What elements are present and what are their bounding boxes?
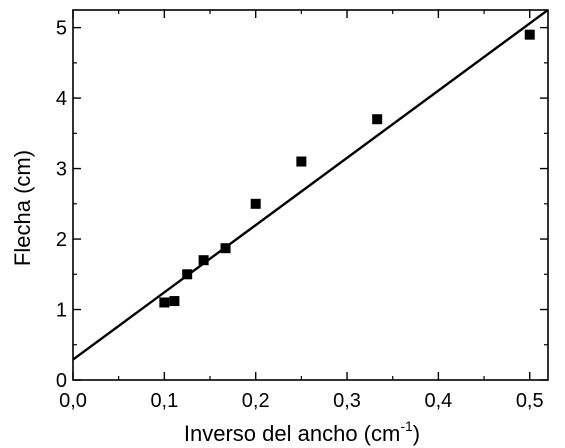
x-axis-title-main: Inverso del ancho (cm (184, 421, 400, 446)
x-axis-title: Inverso del ancho (cm-1) (184, 418, 420, 446)
fit-line (73, 10, 548, 361)
x-tick-label-0: 0,0 (59, 390, 87, 412)
data-point-2 (169, 296, 180, 307)
y-tick-label-0: 0 (56, 370, 67, 392)
data-point-7 (296, 156, 307, 167)
x-axis-title-suffix: ) (413, 421, 420, 446)
data-point-8 (372, 114, 383, 125)
y-tick-label-3: 3 (56, 159, 67, 181)
plot-area: 0,0 0,1 0,2 0,3 0,4 0,5 0 1 2 3 4 5 (56, 9, 549, 412)
data-point-1 (159, 297, 170, 308)
x-tick-label-1: 0,1 (150, 390, 178, 412)
x-axis-title-superscript: -1 (400, 418, 413, 434)
data-point-4 (198, 255, 209, 266)
data-point-5 (220, 243, 231, 254)
data-point-6 (250, 198, 261, 209)
y-tick-label-5: 5 (56, 18, 67, 40)
x-tick-label-3: 0,3 (333, 390, 361, 412)
data-point-3 (182, 269, 193, 280)
plot-frame (72, 9, 549, 381)
data-point-9 (524, 29, 535, 40)
y-axis-title: Flecha (cm) (10, 150, 35, 266)
x-tick-label-4: 0,4 (424, 390, 452, 412)
y-tick-label-2: 2 (56, 229, 67, 251)
x-tick-label-2: 0,2 (242, 390, 270, 412)
y-tick-label-4: 4 (56, 88, 67, 110)
x-tick-label-5: 0,5 (516, 390, 544, 412)
y-tick-label-1: 1 (56, 300, 67, 322)
